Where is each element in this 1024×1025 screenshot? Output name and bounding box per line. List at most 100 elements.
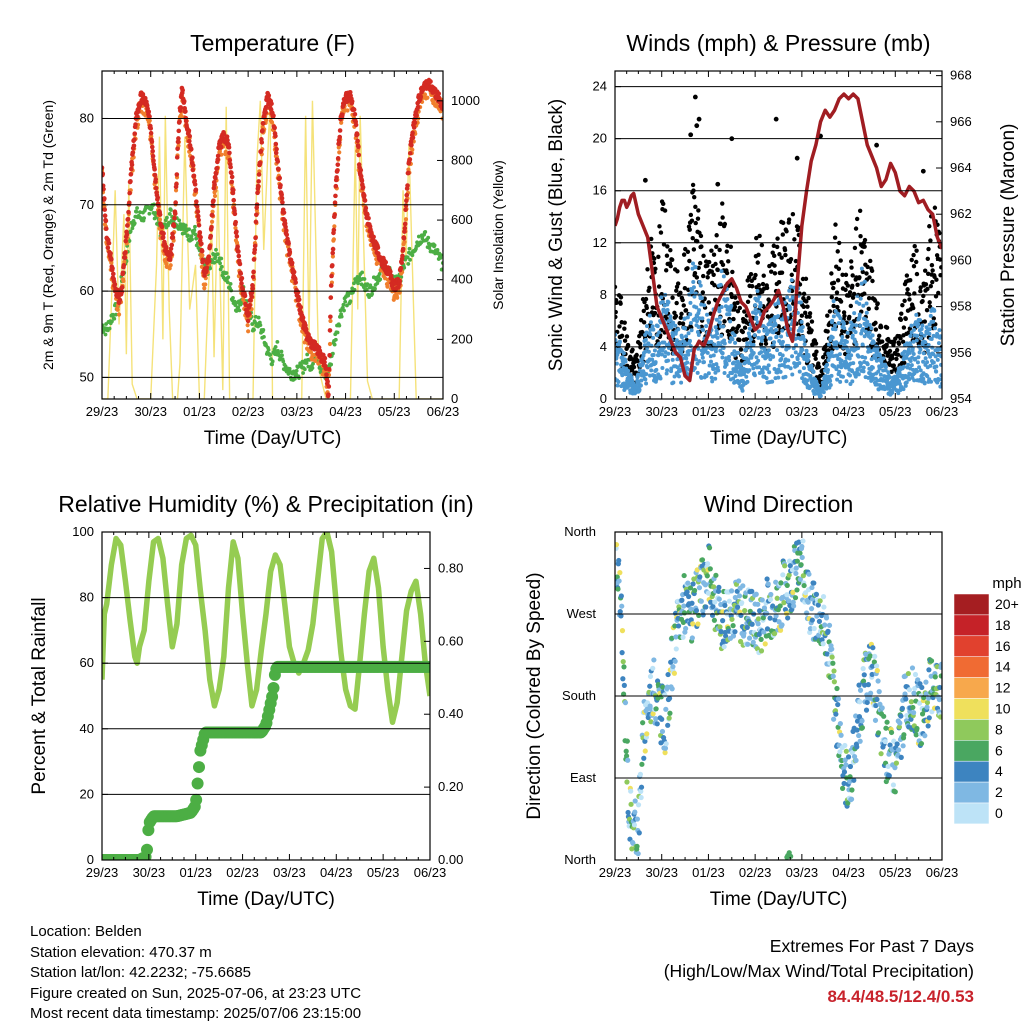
dewpoint-point: [214, 248, 218, 252]
t9m-point: [115, 308, 119, 312]
wind-point: [714, 325, 718, 329]
gust-point: [653, 311, 657, 315]
t2m-point: [327, 384, 332, 389]
t2m-point: [151, 154, 156, 159]
wind-point: [665, 368, 669, 372]
t2m-point: [205, 265, 210, 270]
wind-point: [800, 320, 804, 324]
wind-point: [906, 363, 910, 367]
y2-tick-label: 200: [451, 331, 473, 346]
y-tick-label: 12: [593, 235, 607, 250]
wind-point: [909, 324, 913, 328]
wind-point: [684, 356, 688, 360]
t2m-point: [215, 166, 220, 171]
gust-point: [697, 117, 702, 122]
wind-point: [801, 325, 805, 329]
dewpoint-point: [406, 262, 410, 266]
t2m-point: [164, 245, 169, 250]
gust-point: [850, 273, 854, 277]
dewpoint-point: [218, 261, 222, 265]
t2m-point: [189, 147, 194, 152]
y-tick-label: 60: [80, 283, 94, 298]
wind-point: [617, 380, 621, 384]
gust-point: [764, 342, 768, 346]
dewpoint-point: [271, 359, 275, 363]
wind-point: [866, 362, 870, 366]
gust-point: [895, 348, 899, 352]
gust-point: [835, 290, 839, 294]
wind-point: [671, 380, 675, 384]
gust-point: [795, 156, 800, 161]
t9m-point: [202, 286, 206, 290]
t2m-point: [363, 198, 368, 203]
t2m-point: [332, 213, 337, 218]
wind-point: [718, 321, 722, 325]
x-tick-label: 05/23: [367, 865, 400, 880]
wind-point: [833, 324, 837, 328]
wind-point: [837, 370, 841, 374]
t2m-point: [252, 257, 257, 262]
t2m-point: [175, 146, 180, 151]
t9m-point: [200, 253, 204, 257]
gust-point: [730, 270, 734, 274]
y2-tick-label: 954: [950, 391, 972, 406]
t9m-point: [425, 96, 429, 100]
dewpoint-point: [147, 212, 151, 216]
t2m-point: [208, 244, 213, 249]
wind-point: [890, 391, 894, 395]
t2m-point: [155, 195, 160, 200]
dewpoint-point: [274, 345, 278, 349]
wind-point: [748, 327, 752, 331]
gust-point: [765, 286, 769, 290]
wind-point: [854, 330, 858, 334]
t2m-point: [229, 180, 234, 185]
t2m-point: [126, 217, 131, 222]
wind-point: [800, 348, 804, 352]
wind-point: [709, 340, 713, 344]
dewpoint-point: [190, 234, 194, 238]
t2m-point: [175, 155, 180, 160]
t2m-point: [129, 167, 134, 172]
y-tick-label: 0: [600, 391, 607, 406]
dewpoint-point: [259, 323, 263, 327]
wind-point: [929, 314, 933, 318]
t2m-point: [187, 128, 192, 133]
y2-tick-label: 956: [950, 345, 972, 360]
wind-point: [694, 265, 698, 269]
gust-point: [701, 254, 705, 258]
gust-point: [777, 280, 781, 284]
gust-point: [685, 266, 689, 270]
t2m-point: [103, 213, 108, 218]
wind-point: [712, 353, 716, 357]
gust-point: [789, 257, 793, 261]
wind-point: [802, 338, 806, 342]
wind-point: [826, 368, 830, 372]
precip-point: [141, 844, 153, 856]
t2m-point: [198, 235, 203, 240]
gust-point: [665, 254, 669, 258]
t2m-point: [325, 379, 330, 384]
gust-point: [739, 347, 743, 351]
gust-point: [904, 317, 908, 321]
gust-point: [707, 260, 711, 264]
wind-point: [757, 365, 761, 369]
y2-tick-label: 0.40: [438, 706, 463, 721]
t2m-point: [357, 153, 362, 158]
gust-point: [858, 234, 862, 238]
y2-tick-label: 0.00: [438, 852, 463, 867]
gust-point: [915, 272, 919, 276]
t9m-point: [148, 119, 152, 123]
wind-point: [788, 307, 792, 311]
wind-point: [916, 355, 920, 359]
gust-point: [696, 208, 700, 212]
wind-point: [767, 363, 771, 367]
gust-point: [707, 300, 711, 304]
gust-point: [810, 319, 814, 323]
wind-point: [790, 278, 794, 282]
wind-point: [799, 300, 803, 304]
gust-point: [693, 205, 697, 209]
dewpoint-point: [336, 331, 340, 335]
wind-point: [753, 303, 757, 307]
gust-point: [709, 248, 713, 252]
gust-point: [693, 271, 697, 275]
